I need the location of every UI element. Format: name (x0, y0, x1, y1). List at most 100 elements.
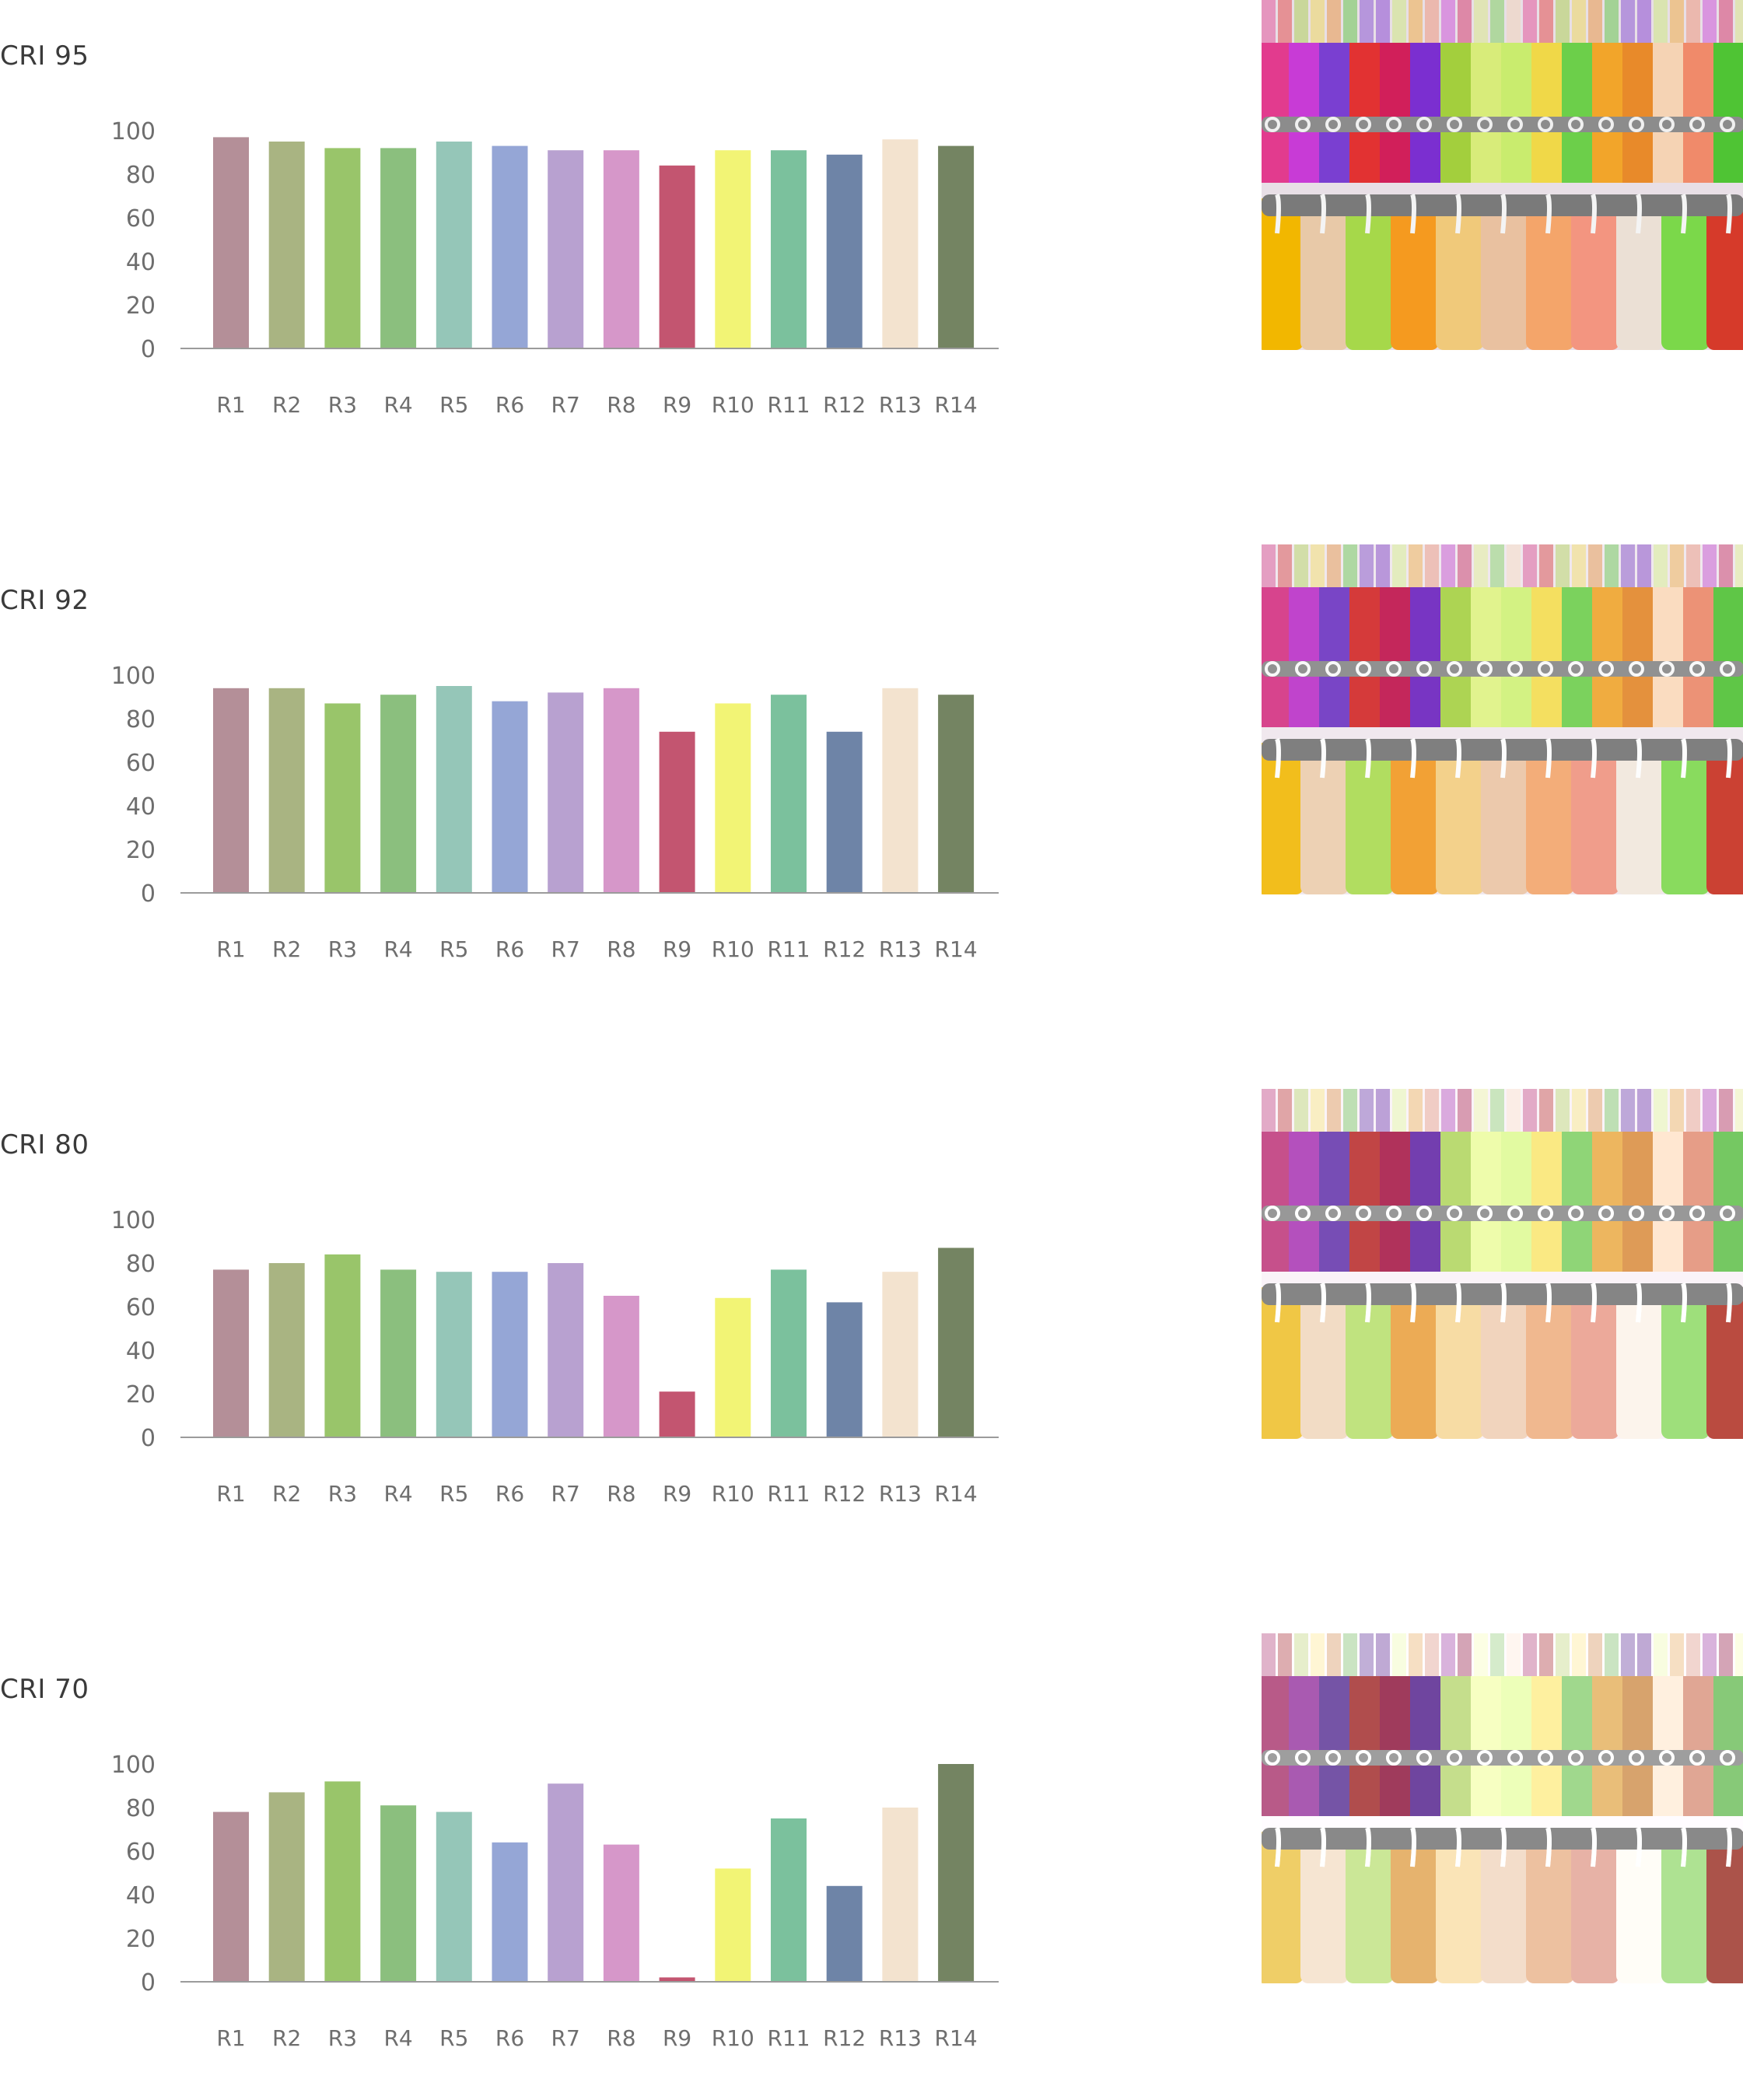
garment-near (1300, 198, 1349, 350)
hanger-hook (1320, 1282, 1326, 1323)
y-tick-label: 80 (126, 1795, 156, 1822)
garment-far (1392, 544, 1406, 587)
bar-r9 (659, 165, 695, 348)
hanger-hook (1689, 117, 1705, 132)
clothing-rail (1262, 1750, 1743, 1766)
garment-middle (1471, 1676, 1502, 1816)
garment-near (1262, 198, 1304, 350)
garment-far (1539, 1633, 1553, 1676)
hanger-hook (1681, 1282, 1687, 1323)
clothing-rack-photo (1262, 544, 1743, 894)
garment-near (1391, 198, 1439, 350)
garment-near (1391, 1832, 1439, 1983)
hanger-hook (1568, 661, 1584, 677)
y-tick-label: 0 (141, 1969, 156, 1997)
garment-near (1706, 1832, 1743, 1983)
bar-r10 (715, 703, 751, 893)
hanger-hook (1275, 737, 1281, 779)
garment-far (1588, 0, 1602, 43)
photo-illustration (1262, 544, 1743, 894)
garment-middle (1683, 1132, 1714, 1272)
garment-far (1441, 544, 1455, 587)
garment-far (1539, 544, 1553, 587)
garment-far (1311, 544, 1325, 587)
y-tick-label: 20 (126, 1381, 156, 1409)
x-tick-label: R12 (823, 936, 866, 962)
bar-r5 (436, 686, 472, 893)
hanger-hook (1629, 117, 1644, 132)
x-tick-label: R14 (935, 392, 978, 418)
garment-far (1490, 1089, 1504, 1132)
garment-far (1409, 1089, 1423, 1132)
x-tick-label: R12 (823, 2025, 866, 2051)
garment-middle (1289, 1132, 1320, 1272)
garment-far (1392, 0, 1406, 43)
hanger-hook (1591, 1826, 1597, 1867)
garment-middle (1410, 1132, 1441, 1272)
y-tick-label: 60 (126, 205, 156, 233)
bar-r10 (715, 1297, 751, 1437)
hanger-hook (1659, 661, 1675, 677)
garment-near (1346, 1832, 1394, 1983)
y-tick-label: 0 (141, 336, 156, 363)
garment-far (1703, 0, 1717, 43)
x-tick-label: R3 (328, 392, 357, 418)
hanger-hook (1726, 737, 1732, 779)
garment-near (1391, 1287, 1439, 1439)
hanger-hook (1295, 1206, 1311, 1221)
garment-middle (1531, 587, 1563, 727)
x-tick-label: R13 (879, 2025, 922, 2051)
y-tick-label: 20 (126, 1926, 156, 1953)
bar-r3 (324, 1781, 361, 1982)
bar-r5 (436, 1811, 472, 1982)
garment-far (1392, 1633, 1406, 1676)
chart-cri-92: CRI 92 0 20 40 60 80 100 R1 R2 R3 R4 R5 R6 R7 R8 R9 R10… (0, 544, 1011, 1011)
hanger-hook (1507, 661, 1523, 677)
garment-far (1654, 1089, 1668, 1132)
hanger-hook (1295, 1750, 1311, 1766)
garment-middle (1380, 1132, 1411, 1272)
garment-far (1621, 544, 1635, 587)
garment-middle (1319, 1676, 1350, 1816)
garment-near (1571, 743, 1619, 894)
y-tick-label: 60 (126, 750, 156, 777)
bar-chart: 0 20 40 60 80 100 R1 R2 R3 R4 R5 R6 R7 R8 R9 R10 R11 R12 R… (111, 118, 999, 418)
hanger-hook (1636, 737, 1642, 779)
garment-far (1719, 1633, 1733, 1676)
garment-middle (1319, 1132, 1350, 1272)
hanger-hook (1386, 661, 1402, 677)
garment-near (1481, 743, 1529, 894)
garment-far (1409, 1633, 1423, 1676)
x-tick-label: R8 (607, 392, 635, 418)
hanger-hook (1689, 1750, 1705, 1766)
hanger-hook (1568, 1750, 1584, 1766)
x-tick-label: R11 (767, 392, 810, 418)
bar-r6 (492, 1842, 528, 1982)
garment-middle (1319, 43, 1350, 183)
clothing-rack-photo (1262, 0, 1743, 350)
x-tick-label: R10 (712, 1481, 754, 1507)
y-tick-label: 100 (111, 663, 156, 690)
hanger-hook (1447, 1750, 1462, 1766)
garment-middle (1501, 1676, 1532, 1816)
x-tick-label: R6 (495, 1481, 524, 1507)
y-tick-label: 80 (126, 1251, 156, 1278)
x-tick-label: R1 (216, 392, 245, 418)
garment-far (1719, 544, 1733, 587)
bar-r3 (324, 1254, 361, 1437)
hanger-hook (1455, 193, 1461, 234)
garment-near (1262, 743, 1304, 894)
bar-r6 (492, 701, 528, 893)
hanger-hook (1629, 661, 1644, 677)
garment-far (1360, 1089, 1374, 1132)
garment-near (1481, 1287, 1529, 1439)
x-tick-label: R4 (383, 2025, 412, 2051)
garment-far (1343, 544, 1357, 587)
hanger-hook (1500, 1282, 1507, 1323)
x-tick-label: R6 (495, 392, 524, 418)
bar-r5 (436, 1272, 472, 1437)
garment-far (1605, 544, 1619, 587)
x-tick-label: R14 (935, 2025, 978, 2051)
bar-r14 (938, 1248, 975, 1437)
hanger-hook (1659, 1206, 1675, 1221)
